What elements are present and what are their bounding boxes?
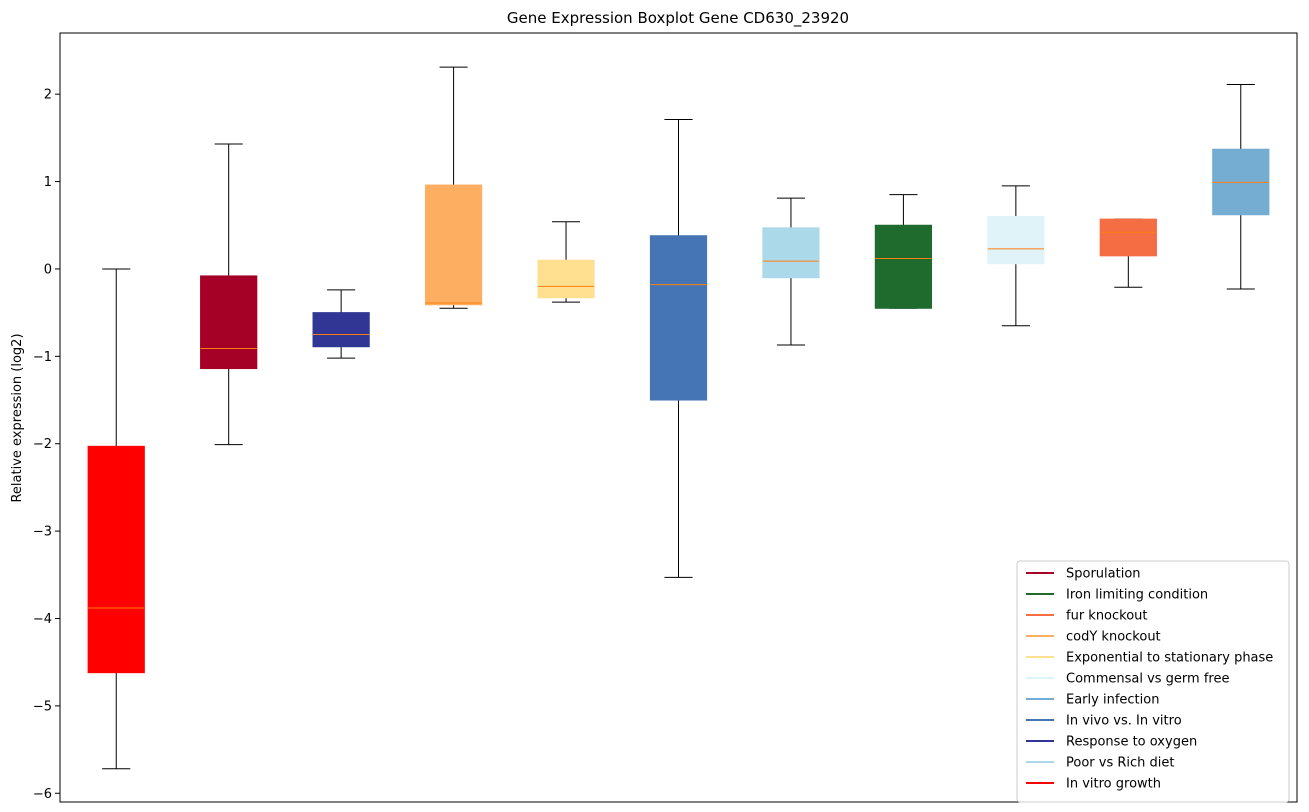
box-9 <box>987 185 1045 327</box>
box-2 <box>200 143 258 446</box>
box-11 <box>1212 84 1270 290</box>
y-axis-ticks: 2 1 0 −1 −2 −3 −4 −5 −6 <box>33 88 60 802</box>
legend-label: fur knockout <box>1066 609 1148 624</box>
plot-frame <box>59 32 1298 803</box>
legend-label: Response to oxygen <box>1066 735 1197 750</box>
box-4 <box>424 66 483 309</box>
legend-label: Commensal vs germ free <box>1066 672 1229 687</box>
boxes-layer <box>87 66 1270 770</box>
y-tick-label: 1 <box>44 175 52 190</box>
box-8 <box>874 194 933 309</box>
box-body <box>649 235 708 401</box>
legend-label: Sporulation <box>1066 567 1141 582</box>
legend-label: In vivo vs. In vitro <box>1066 714 1182 729</box>
y-tick-label: −2 <box>33 437 52 452</box>
legend-label: Iron limiting condition <box>1066 588 1208 603</box>
legend-label: codY knockout <box>1066 630 1161 645</box>
box-10 <box>1099 218 1157 288</box>
y-tick-label: 0 <box>44 262 52 277</box>
box-body <box>424 184 483 306</box>
legend-label: Poor vs Rich diet <box>1066 756 1174 771</box>
box-6 <box>649 119 708 578</box>
y-tick-label: −1 <box>33 350 52 365</box>
y-tick-label: −5 <box>33 699 52 714</box>
box-1 <box>87 268 145 770</box>
box-body <box>1099 218 1157 257</box>
y-tick-label: −6 <box>33 787 52 802</box>
legend-label: In vitro growth <box>1066 777 1161 792</box>
box-3 <box>312 289 370 359</box>
legend-label: Exponential to stationary phase <box>1066 651 1273 666</box>
chart-title: Gene Expression Boxplot Gene CD630_23920 <box>507 9 849 28</box>
box-body <box>987 216 1045 265</box>
box-body <box>874 224 933 309</box>
box-body <box>537 259 595 299</box>
y-tick-label: −3 <box>33 525 52 540</box>
legend-frame <box>1016 560 1290 803</box>
legend: Sporulation Iron limiting condition fur kn… <box>1016 560 1290 803</box>
box-body <box>762 227 820 279</box>
y-tick-label: −4 <box>33 612 52 627</box>
box-7 <box>762 197 820 346</box>
y-axis-label: Relative expression (log2) <box>10 333 25 502</box>
box-5 <box>537 221 595 303</box>
box-body <box>87 445 145 674</box>
y-tick-label: 2 <box>44 88 52 103</box>
legend-label: Early infection <box>1066 693 1159 708</box>
box-body <box>312 312 370 348</box>
box-body <box>200 275 258 370</box>
